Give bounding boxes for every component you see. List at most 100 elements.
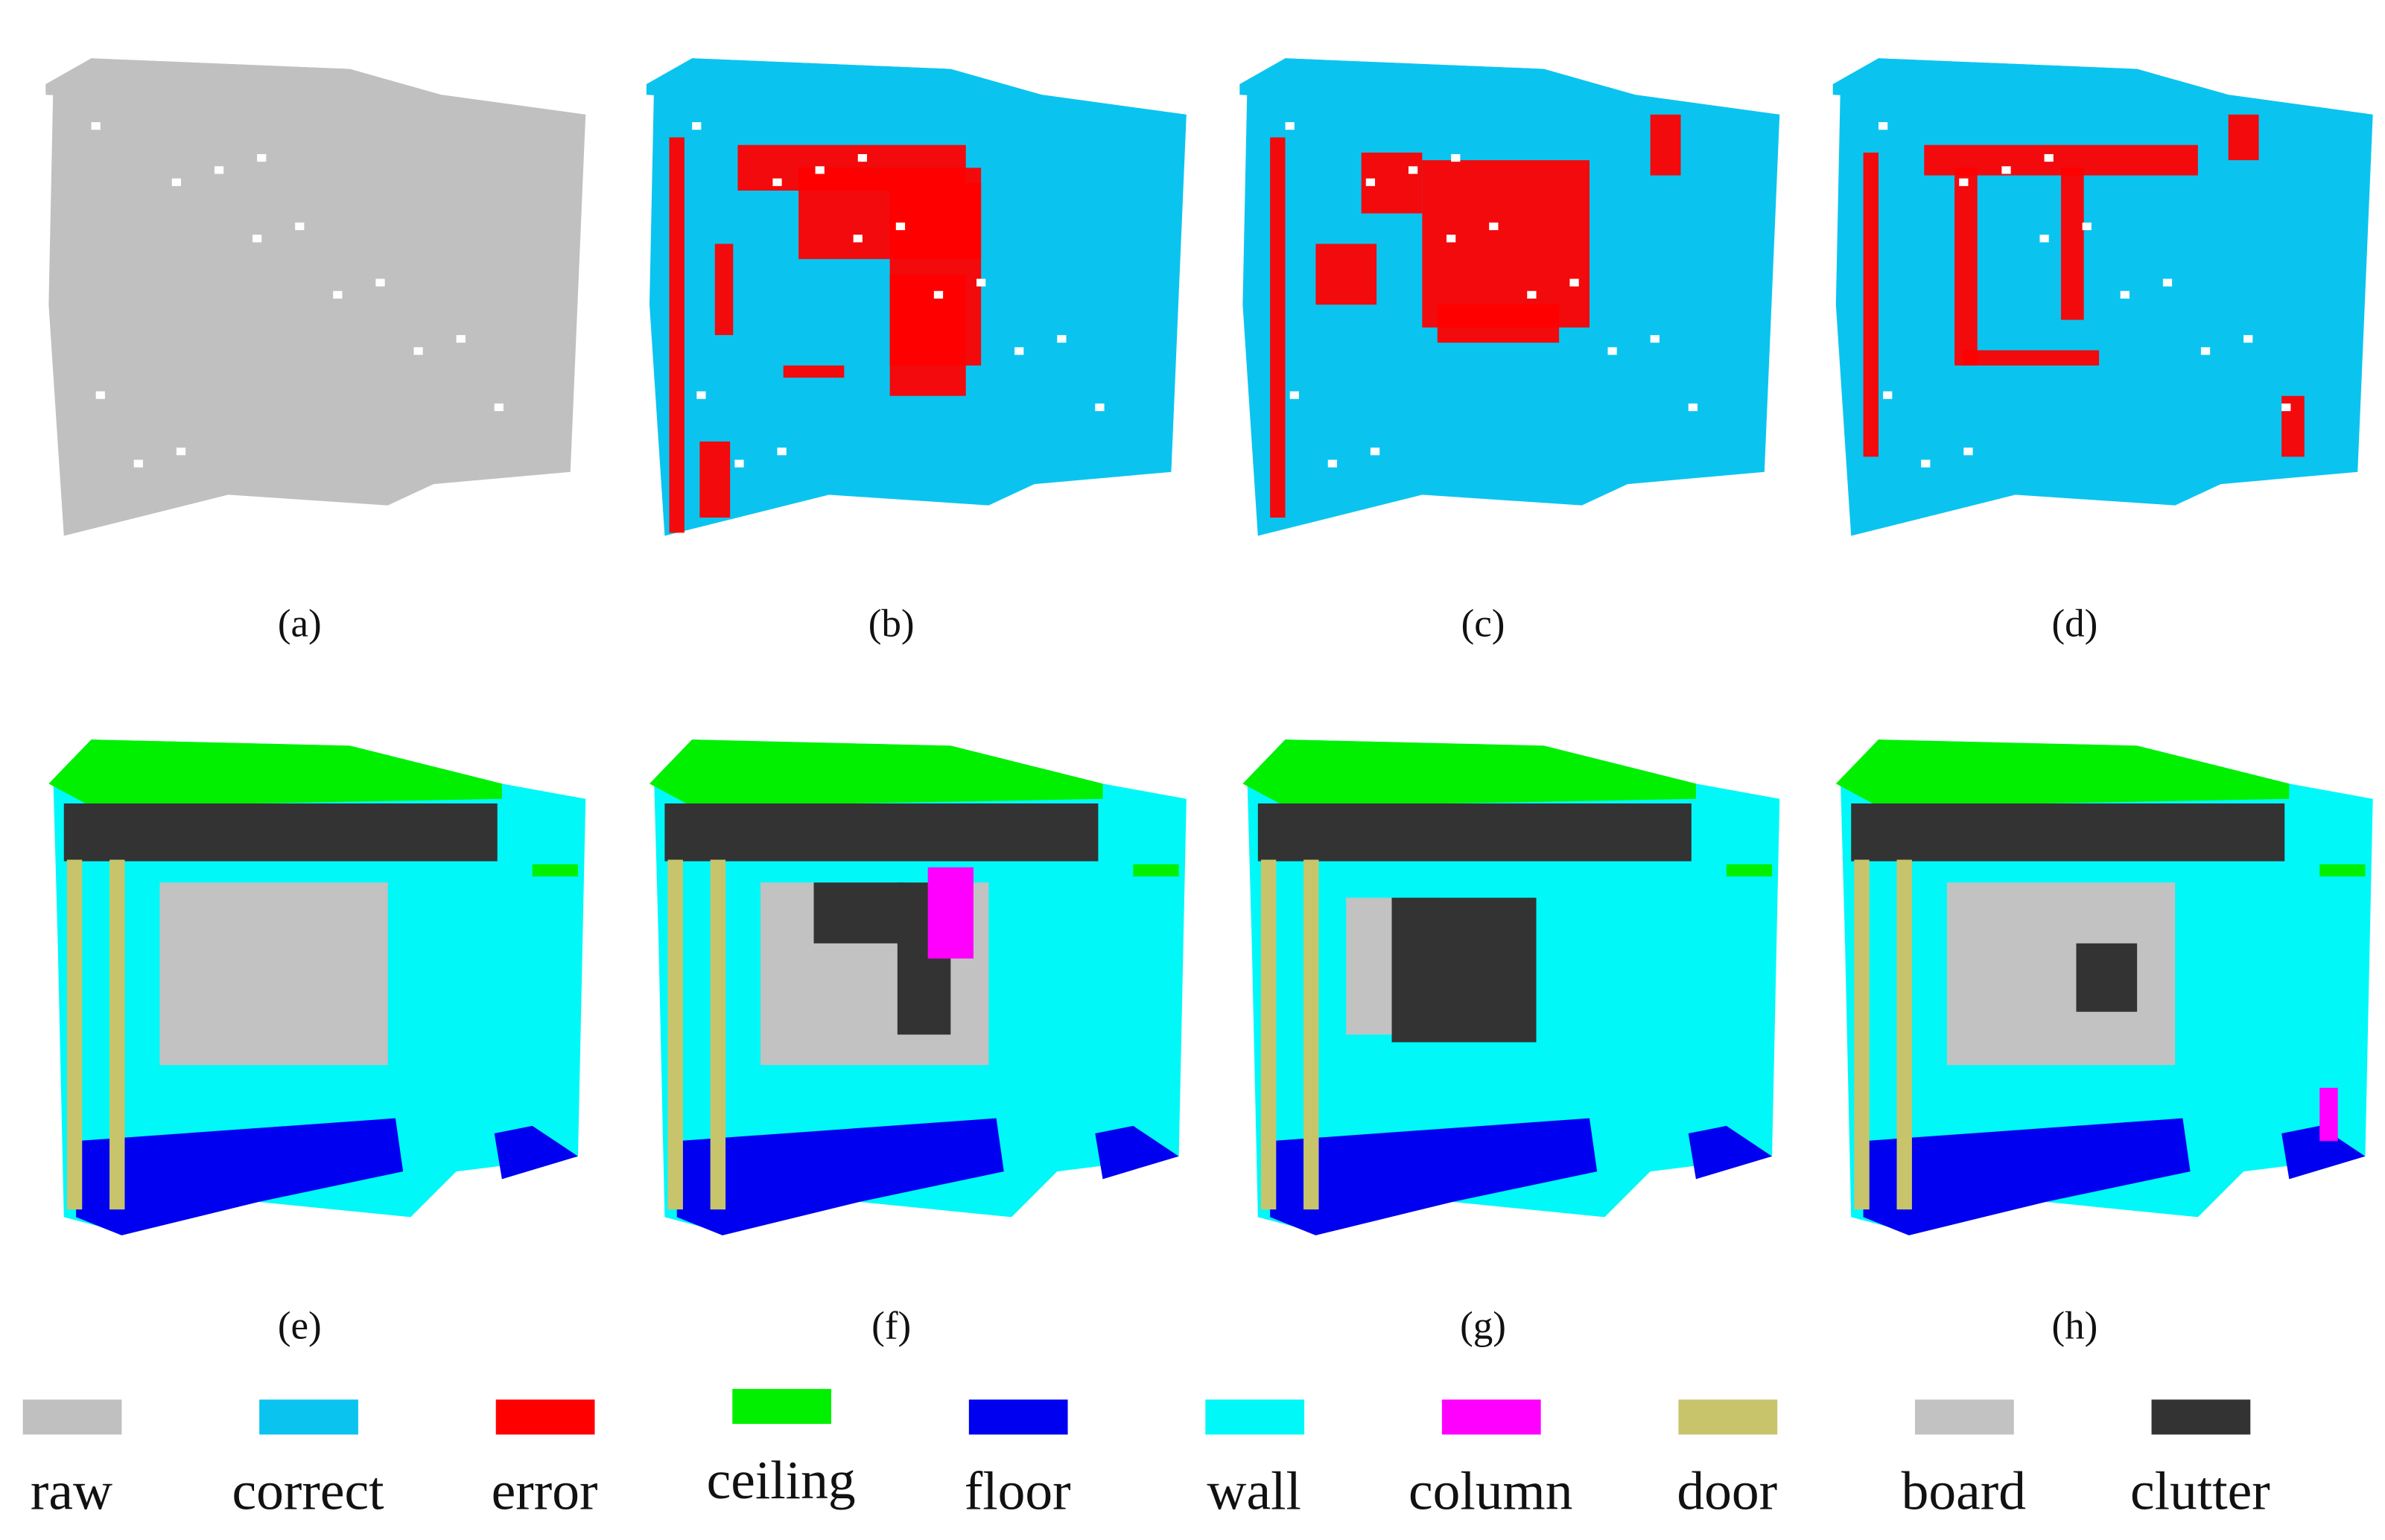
legend-label: column — [1409, 1460, 1572, 1521]
point-gap — [1959, 178, 1969, 186]
error-region — [1437, 305, 1560, 343]
cloud-floor — [76, 1118, 404, 1235]
cloud-door — [109, 859, 125, 1210]
point-gap — [1446, 235, 1456, 243]
point-gap — [252, 235, 262, 243]
legend-swatch — [1441, 1399, 1541, 1435]
panel-caption: (g) — [1460, 1305, 1506, 1348]
cloud-ceiling — [649, 739, 1103, 807]
cloud-clutter-band — [1257, 803, 1692, 862]
point-cloud-panel — [649, 739, 1187, 1235]
legend-swatch — [259, 1399, 358, 1435]
point-gap — [2243, 334, 2253, 343]
cloud-ceiling-strip — [1133, 864, 1179, 876]
point-gap — [1365, 178, 1376, 186]
cloud-clutter-band — [1851, 803, 2285, 862]
point-gap — [1095, 403, 1105, 412]
legend-swatch — [495, 1399, 595, 1435]
point-gap — [772, 178, 782, 186]
legend-label: ceiling — [707, 1449, 856, 1510]
point-cloud-panel — [1239, 58, 1780, 536]
point-gap — [1569, 279, 1579, 287]
panel-caption: (d) — [2051, 602, 2097, 645]
error-region — [1315, 244, 1377, 305]
point-gap — [375, 279, 385, 287]
panel-caption: (c) — [1461, 602, 1505, 645]
point-cloud-panel — [646, 58, 1187, 536]
cloud-ceiling — [1242, 739, 1696, 807]
point-gap — [1489, 222, 1499, 231]
error-region — [2228, 114, 2259, 161]
point-gap — [2200, 347, 2211, 355]
point-gap — [857, 153, 867, 162]
panel-caption: (b) — [868, 602, 915, 645]
point-gap — [1014, 347, 1024, 355]
cloud-ceiling-strip — [1726, 864, 1773, 876]
error-region — [2061, 168, 2084, 320]
cloud-door — [1854, 859, 1870, 1210]
point-gap — [2162, 279, 2173, 287]
legend-label: wall — [1207, 1460, 1301, 1521]
point-gap — [91, 122, 101, 130]
point-gap — [1883, 391, 1893, 399]
point-gap — [1408, 166, 1418, 174]
point-gap — [1688, 403, 1698, 412]
point-gap — [2281, 403, 2291, 412]
legend-swatch — [2151, 1399, 2251, 1435]
cloud-door — [1303, 859, 1319, 1210]
cloud-floor-right — [494, 1125, 578, 1180]
point-gap — [1650, 334, 1660, 343]
point-gap — [1527, 290, 1537, 299]
point-gap — [692, 122, 702, 130]
cloud-column — [2319, 1087, 2338, 1142]
point-gap — [494, 403, 504, 412]
cloud-floor — [1270, 1118, 1598, 1235]
point-gap — [1285, 122, 1295, 130]
point-gap — [815, 166, 825, 174]
point-gap — [2120, 290, 2130, 299]
point-gap — [976, 279, 986, 287]
point-cloud-panel — [45, 58, 586, 536]
cloud-door — [1260, 859, 1277, 1210]
legend-label: error — [492, 1460, 598, 1521]
point-gap — [295, 222, 305, 231]
legend-swatch — [968, 1399, 1068, 1435]
panel-caption: (a) — [278, 602, 322, 645]
error-region — [1270, 137, 1286, 518]
point-gap — [1921, 459, 1931, 468]
point-gap — [734, 459, 744, 468]
error-region — [889, 274, 966, 396]
cloud-body — [48, 58, 586, 536]
cloud-floor — [676, 1118, 1004, 1235]
point-gap — [1607, 347, 1617, 355]
point-gap — [2044, 153, 2054, 162]
cloud-board — [159, 882, 388, 1066]
point-gap — [777, 448, 787, 456]
legend-swatch — [732, 1389, 832, 1425]
point-gap — [1057, 334, 1067, 343]
point-gap — [413, 347, 423, 355]
cloud-clutter-band — [63, 803, 498, 862]
cloud-ceiling-strip — [2319, 864, 2366, 876]
cloud-top — [45, 58, 586, 126]
point-gap — [696, 391, 706, 399]
legend-label: correct — [232, 1460, 384, 1521]
point-cloud-panel — [48, 739, 586, 1235]
cloud-top — [1832, 58, 2373, 126]
panel-caption: (h) — [2051, 1305, 2097, 1348]
legend-label: door — [1677, 1460, 1777, 1521]
point-gap — [176, 448, 186, 456]
cloud-floor-right — [2281, 1125, 2366, 1180]
point-gap — [1370, 448, 1380, 456]
cloud-top — [1239, 58, 1780, 126]
cloud-ceiling — [48, 739, 502, 807]
point-gap — [171, 178, 182, 186]
cloud-column — [927, 867, 974, 959]
point-gap — [2039, 235, 2049, 243]
legend-label: board — [1902, 1460, 2026, 1521]
point-gap — [895, 222, 906, 231]
cloud-door — [66, 859, 83, 1210]
panel-caption: (e) — [278, 1305, 322, 1348]
